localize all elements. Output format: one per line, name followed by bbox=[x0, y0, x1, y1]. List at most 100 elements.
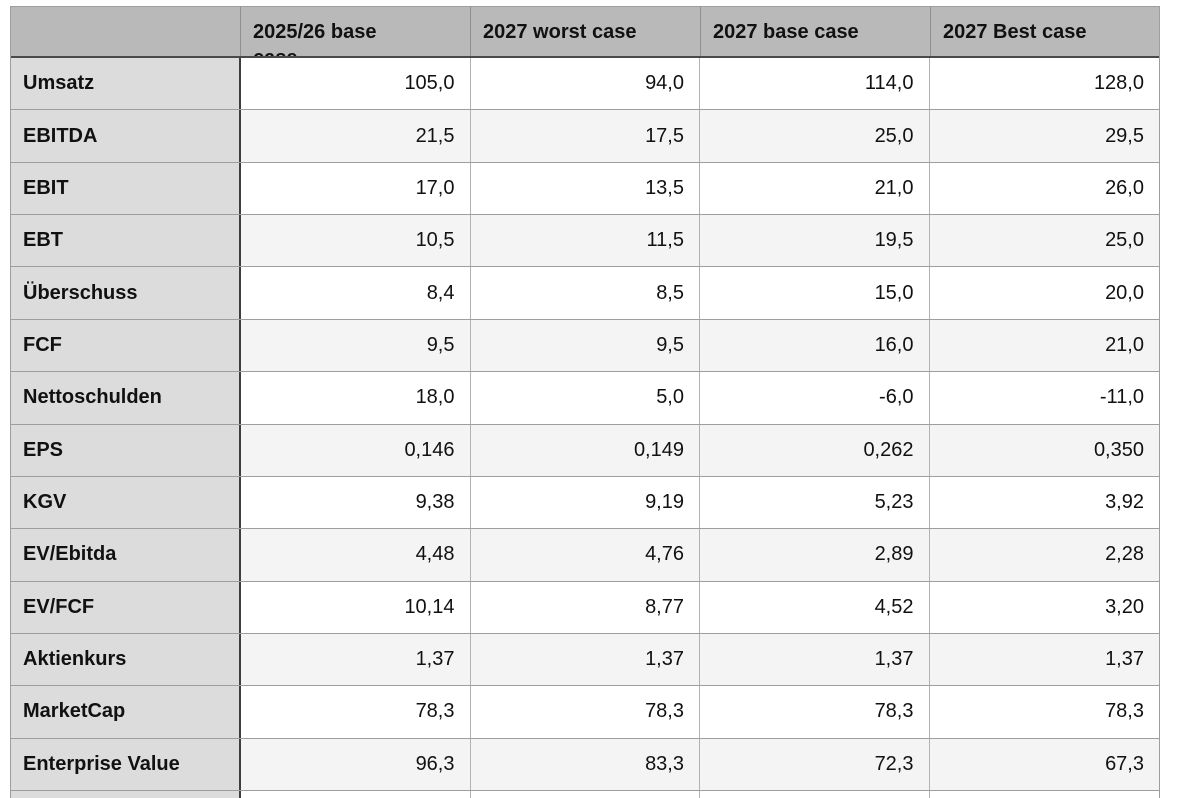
table-row-eps: EPS 0,146 0,149 0,262 0,350 bbox=[11, 424, 1159, 477]
column-header-2025-26-base-case[interactable]: 2025/26 base case bbox=[241, 7, 471, 56]
cell-ebt-2027-best-case[interactable]: 25,0 bbox=[929, 215, 1159, 267]
column-header-2027-best-case[interactable]: 2027 Best case bbox=[931, 7, 1159, 56]
table-row-ebit: EBIT 17,0 13,5 21,0 26,0 bbox=[11, 162, 1159, 216]
cell-kgv-2025-26-base-case[interactable]: 9,38 bbox=[241, 476, 471, 529]
cell-ev-fcf-2025-26-base-case[interactable]: 10,14 bbox=[241, 581, 471, 633]
cell-enterprise-value-2027-best-case[interactable]: 67,3 bbox=[929, 738, 1159, 791]
cell-marketcap-2025-26-base-case[interactable]: 78,3 bbox=[241, 686, 471, 738]
cell-empty-2027-best-case[interactable] bbox=[929, 791, 1159, 798]
cell-umsatz-2027-base-case[interactable]: 114,0 bbox=[700, 58, 930, 110]
table-row-ev-fcf: EV/FCF 10,14 8,77 4,52 3,20 bbox=[11, 581, 1159, 634]
cell-empty-2027-base-case[interactable] bbox=[700, 791, 930, 798]
row-label-kgv[interactable]: KGV bbox=[11, 476, 241, 529]
table-row-empty bbox=[11, 791, 1159, 798]
cell-kgv-2027-base-case[interactable]: 5,23 bbox=[700, 476, 930, 529]
cell-ebitda-2027-base-case[interactable]: 25,0 bbox=[700, 110, 930, 162]
row-label-enterprise-value[interactable]: Enterprise Value bbox=[11, 738, 241, 791]
cell-aktienkurs-2027-base-case[interactable]: 1,37 bbox=[700, 633, 930, 686]
cell-enterprise-value-2027-base-case[interactable]: 72,3 bbox=[700, 738, 930, 791]
row-label-empty[interactable] bbox=[11, 791, 241, 798]
cell-umsatz-2027-worst-case[interactable]: 94,0 bbox=[470, 58, 700, 110]
cell-ev-ebitda-2027-worst-case[interactable]: 4,76 bbox=[470, 529, 700, 581]
row-label-marketcap[interactable]: MarketCap bbox=[11, 686, 241, 738]
cell-kgv-2027-best-case[interactable]: 3,92 bbox=[929, 476, 1159, 529]
cell-fcf-2025-26-base-case[interactable]: 9,5 bbox=[241, 319, 471, 372]
column-header-2027-worst-case[interactable]: 2027 worst case bbox=[471, 7, 701, 56]
table-row-nettoschulden: Nettoschulden 18,0 5,0 -6,0 -11,0 bbox=[11, 372, 1159, 425]
cell-marketcap-2027-best-case[interactable]: 78,3 bbox=[929, 686, 1159, 738]
cell-ev-fcf-2027-best-case[interactable]: 3,20 bbox=[929, 581, 1159, 633]
table-header-row: 2025/26 base case 2027 worst case 2027 bas… bbox=[11, 7, 1159, 58]
cell-ev-fcf-2027-base-case[interactable]: 4,52 bbox=[700, 581, 930, 633]
cell-ev-ebitda-2027-best-case[interactable]: 2,28 bbox=[929, 529, 1159, 581]
cell-fcf-2027-base-case[interactable]: 16,0 bbox=[700, 319, 930, 372]
cell-überschuss-2027-base-case[interactable]: 15,0 bbox=[700, 267, 930, 319]
cell-umsatz-2025-26-base-case[interactable]: 105,0 bbox=[241, 58, 471, 110]
cell-kgv-2027-worst-case[interactable]: 9,19 bbox=[470, 476, 700, 529]
cell-marketcap-2027-worst-case[interactable]: 78,3 bbox=[470, 686, 700, 738]
row-label-nettoschulden[interactable]: Nettoschulden bbox=[11, 372, 241, 424]
row-label-ev-fcf[interactable]: EV/FCF bbox=[11, 581, 241, 633]
financial-scenario-table: 2025/26 base case 2027 worst case 2027 bas… bbox=[10, 6, 1160, 798]
table-row-aktienkurs: Aktienkurs 1,37 1,37 1,37 1,37 bbox=[11, 633, 1159, 687]
cell-nettoschulden-2027-best-case[interactable]: -11,0 bbox=[929, 372, 1159, 424]
cell-marketcap-2027-base-case[interactable]: 78,3 bbox=[700, 686, 930, 738]
cell-nettoschulden-2025-26-base-case[interactable]: 18,0 bbox=[241, 372, 471, 424]
cell-eps-2027-worst-case[interactable]: 0,149 bbox=[470, 424, 700, 476]
cell-ebit-2027-worst-case[interactable]: 13,5 bbox=[470, 162, 700, 215]
row-label-ebitda[interactable]: EBITDA bbox=[11, 110, 241, 162]
cell-ebitda-2027-worst-case[interactable]: 17,5 bbox=[470, 110, 700, 162]
cell-ebt-2027-worst-case[interactable]: 11,5 bbox=[470, 215, 700, 267]
cell-ebt-2027-base-case[interactable]: 19,5 bbox=[700, 215, 930, 267]
cell-ev-ebitda-2025-26-base-case[interactable]: 4,48 bbox=[241, 529, 471, 581]
column-header-2027-base-case[interactable]: 2027 base case bbox=[701, 7, 931, 56]
table-row-ebt: EBT 10,5 11,5 19,5 25,0 bbox=[11, 215, 1159, 268]
row-label-umsatz[interactable]: Umsatz bbox=[11, 58, 241, 110]
cell-ebitda-2027-best-case[interactable]: 29,5 bbox=[929, 110, 1159, 162]
row-label-überschuss[interactable]: Überschuss bbox=[11, 267, 241, 319]
column-header-text: 2027 Best case bbox=[943, 21, 1087, 43]
cell-fcf-2027-worst-case[interactable]: 9,5 bbox=[470, 319, 700, 372]
cell-ebit-2025-26-base-case[interactable]: 17,0 bbox=[241, 162, 471, 215]
table-row-umsatz: Umsatz 105,0 94,0 114,0 128,0 bbox=[11, 58, 1159, 111]
cell-eps-2025-26-base-case[interactable]: 0,146 bbox=[241, 424, 471, 476]
cell-überschuss-2027-worst-case[interactable]: 8,5 bbox=[470, 267, 700, 319]
table-row-ev-ebitda: EV/Ebitda 4,48 4,76 2,89 2,28 bbox=[11, 529, 1159, 582]
cell-aktienkurs-2027-worst-case[interactable]: 1,37 bbox=[470, 633, 700, 686]
cell-eps-2027-best-case[interactable]: 0,350 bbox=[929, 424, 1159, 476]
cell-empty-2025-26-base-case[interactable] bbox=[241, 791, 471, 798]
cell-nettoschulden-2027-base-case[interactable]: -6,0 bbox=[700, 372, 930, 424]
column-header-text: 2027 base case bbox=[713, 21, 859, 43]
cell-eps-2027-base-case[interactable]: 0,262 bbox=[700, 424, 930, 476]
cell-aktienkurs-2027-best-case[interactable]: 1,37 bbox=[929, 633, 1159, 686]
cell-empty-2027-worst-case[interactable] bbox=[470, 791, 700, 798]
cell-überschuss-2025-26-base-case[interactable]: 8,4 bbox=[241, 267, 471, 319]
row-label-aktienkurs[interactable]: Aktienkurs bbox=[11, 633, 241, 686]
cell-überschuss-2027-best-case[interactable]: 20,0 bbox=[929, 267, 1159, 319]
table-row-fcf: FCF 9,5 9,5 16,0 21,0 bbox=[11, 319, 1159, 373]
table-row-kgv: KGV 9,38 9,19 5,23 3,92 bbox=[11, 476, 1159, 530]
row-label-eps[interactable]: EPS bbox=[11, 424, 241, 476]
cell-nettoschulden-2027-worst-case[interactable]: 5,0 bbox=[470, 372, 700, 424]
cell-ebit-2027-base-case[interactable]: 21,0 bbox=[700, 162, 930, 215]
table-row-marketcap: MarketCap 78,3 78,3 78,3 78,3 bbox=[11, 686, 1159, 739]
cell-ev-fcf-2027-worst-case[interactable]: 8,77 bbox=[470, 581, 700, 633]
column-header-text: 2025/26 base case bbox=[253, 21, 377, 56]
row-label-fcf[interactable]: FCF bbox=[11, 319, 241, 372]
cell-ev-ebitda-2027-base-case[interactable]: 2,89 bbox=[700, 529, 930, 581]
cell-enterprise-value-2025-26-base-case[interactable]: 96,3 bbox=[241, 738, 471, 791]
table-row-überschuss: Überschuss 8,4 8,5 15,0 20,0 bbox=[11, 267, 1159, 320]
cell-fcf-2027-best-case[interactable]: 21,0 bbox=[929, 319, 1159, 372]
cell-ebt-2025-26-base-case[interactable]: 10,5 bbox=[241, 215, 471, 267]
row-label-ev-ebitda[interactable]: EV/Ebitda bbox=[11, 529, 241, 581]
cell-enterprise-value-2027-worst-case[interactable]: 83,3 bbox=[470, 738, 700, 791]
cell-ebit-2027-best-case[interactable]: 26,0 bbox=[929, 162, 1159, 215]
cell-ebitda-2025-26-base-case[interactable]: 21,5 bbox=[241, 110, 471, 162]
cell-aktienkurs-2025-26-base-case[interactable]: 1,37 bbox=[241, 633, 471, 686]
row-label-ebt[interactable]: EBT bbox=[11, 215, 241, 267]
cell-umsatz-2027-best-case[interactable]: 128,0 bbox=[929, 58, 1159, 110]
column-header-empty[interactable] bbox=[11, 7, 241, 56]
table-row-ebitda: EBITDA 21,5 17,5 25,0 29,5 bbox=[11, 110, 1159, 163]
row-label-ebit[interactable]: EBIT bbox=[11, 162, 241, 215]
